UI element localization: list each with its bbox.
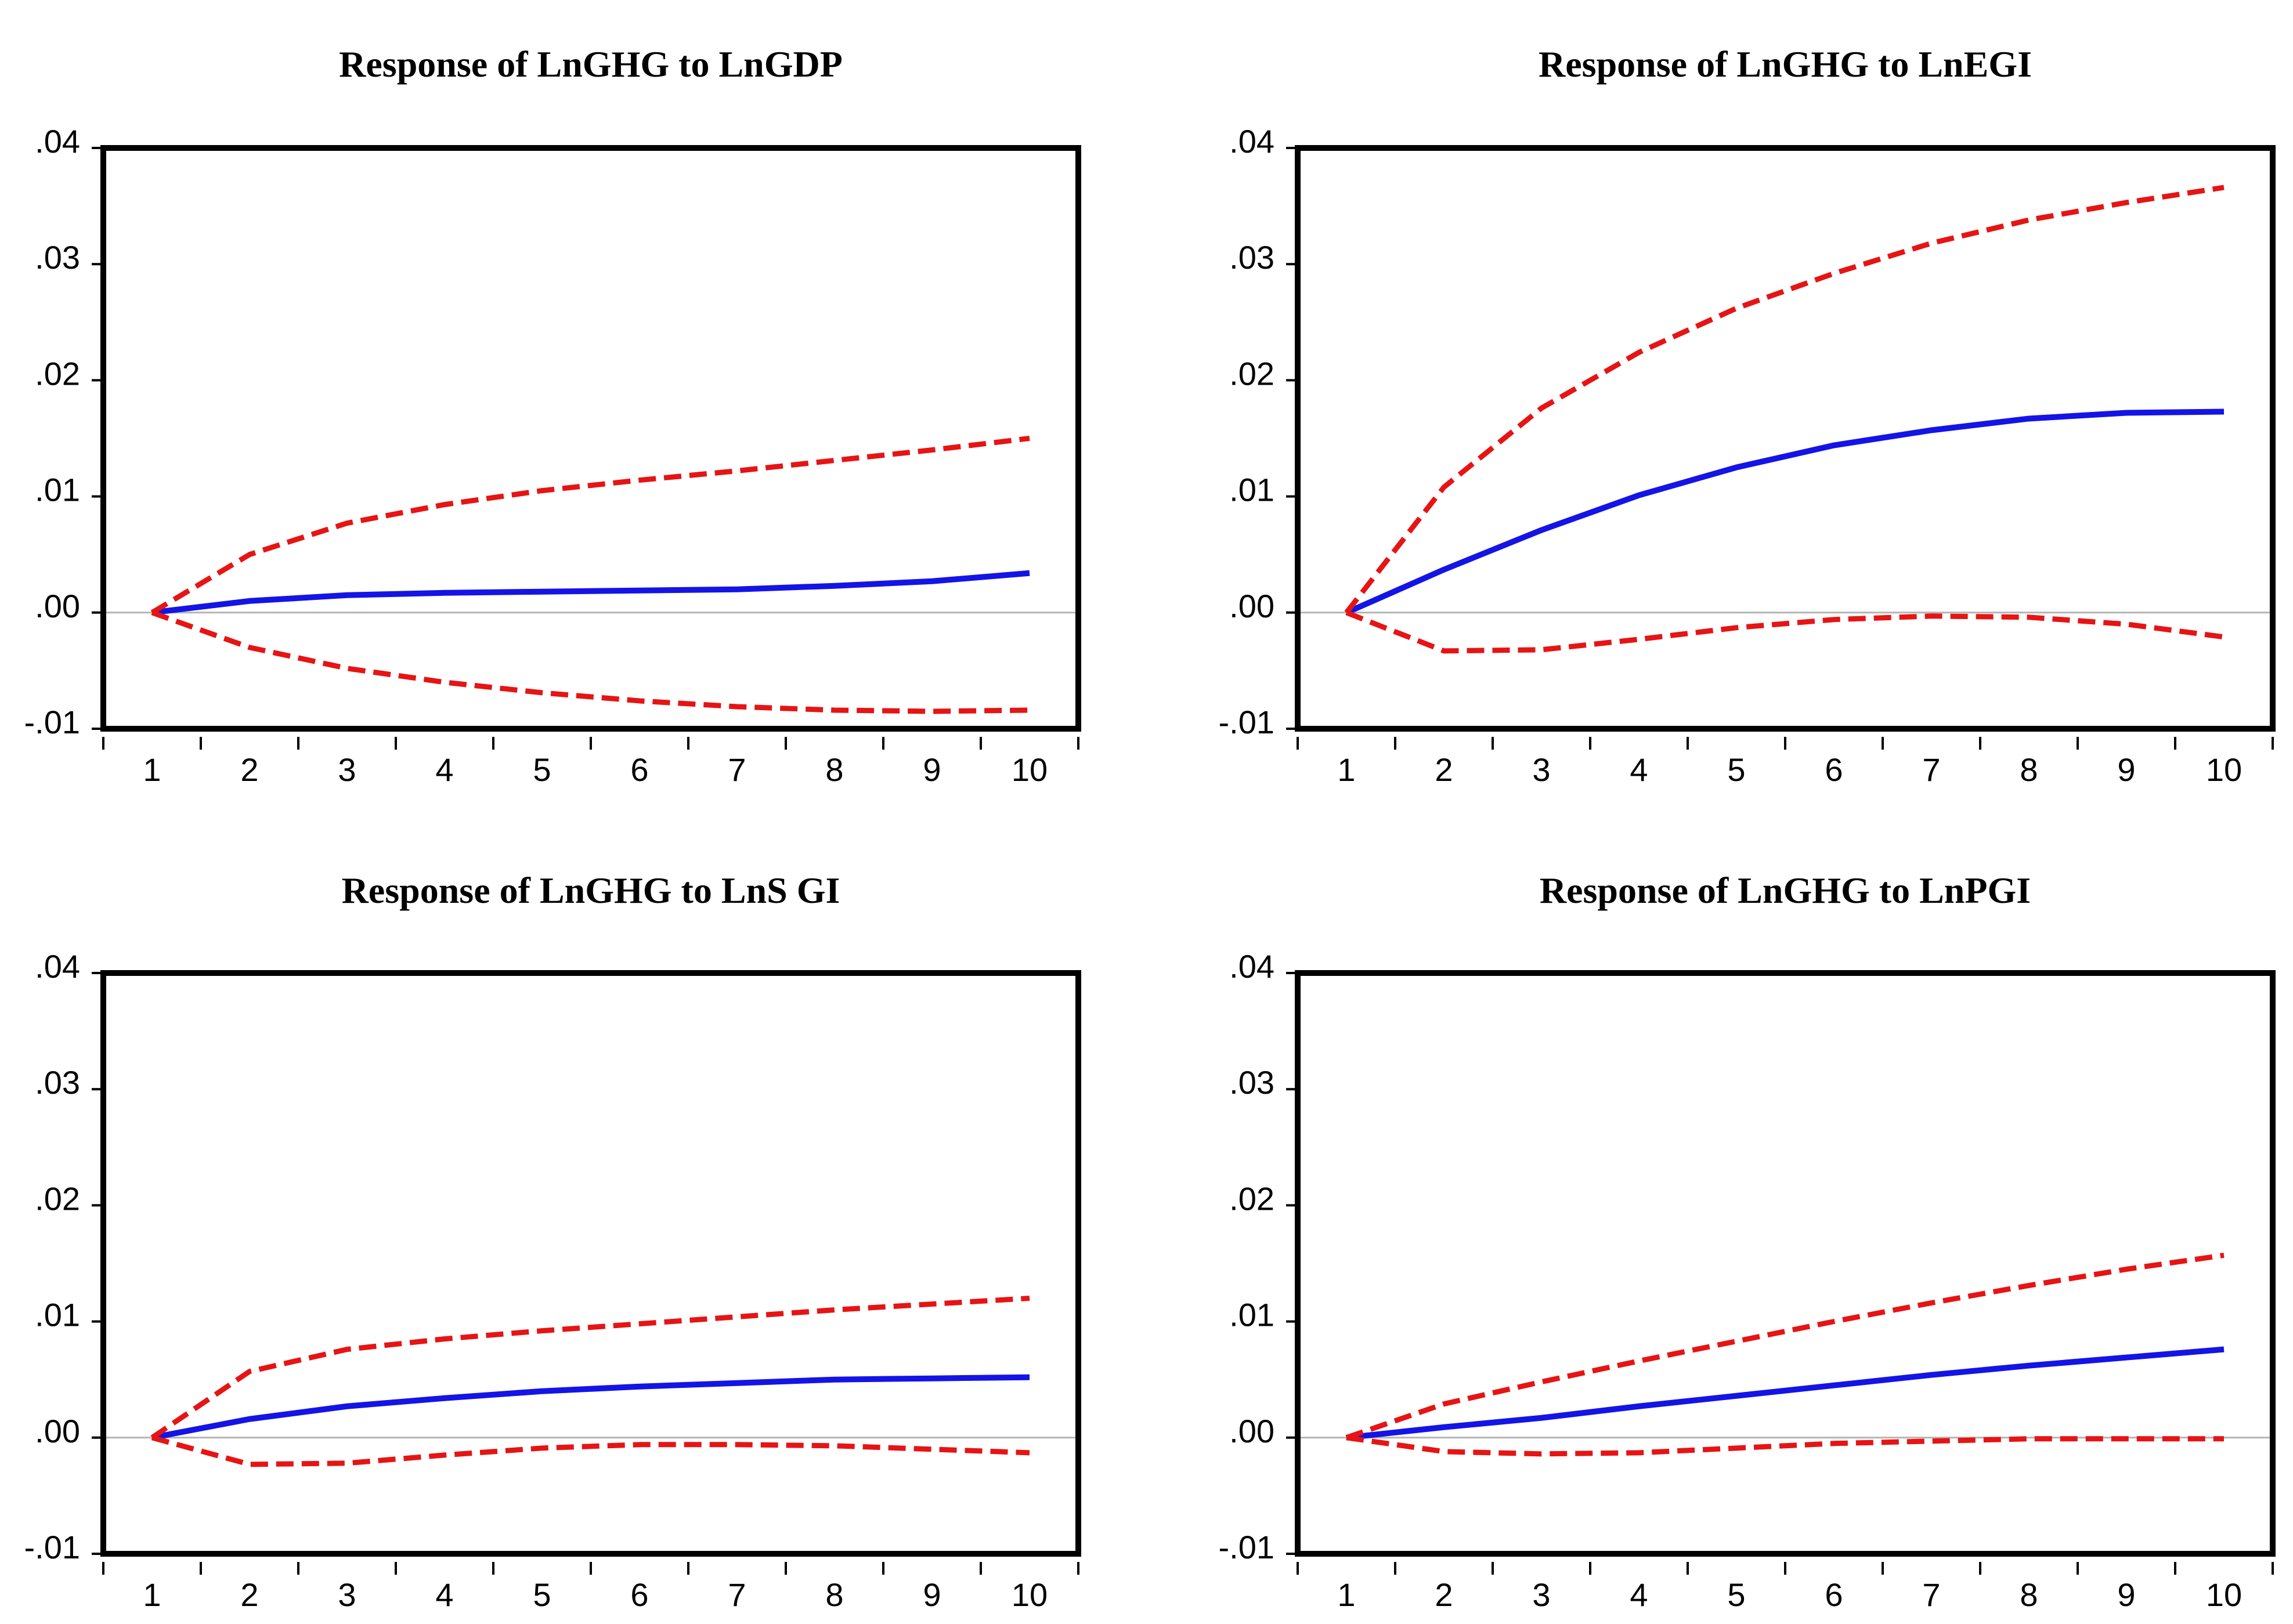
x-tick-label: 8 (2020, 1576, 2038, 1613)
panel-lnegi: Response of LnGHG to LnEGI .04 .03 .02 .01.… (1219, 44, 2276, 788)
x-tick-label: 10 (2206, 1576, 2242, 1613)
lower-band-line (151, 610, 1030, 714)
x-tick-label: 6 (1825, 1576, 1843, 1613)
y-tick-label: .03 (35, 239, 80, 276)
y-tick-label: .01 (35, 1297, 80, 1333)
panel-lngdp: Response of LnGHG to LnGDP .04 .03 .02 .01.… (24, 44, 1081, 788)
y-tick-label: .02 (35, 355, 80, 392)
plot-frame (100, 970, 1081, 1557)
x-tick-label: 4 (435, 1576, 453, 1613)
y-tick-label: .02 (1229, 1180, 1274, 1217)
x-tick-label: 8 (825, 1576, 843, 1613)
y-tick-label: .02 (35, 1180, 80, 1217)
panel-lnpgi: Response of LnGHG to LnPGI .04 .03 .02 .01.… (1219, 870, 2276, 1613)
panel-lnsgi: Response of LnGHG to LnS GI .04 .03 .02 .01… (24, 870, 1081, 1613)
y-tick-label: .03 (1229, 239, 1274, 276)
x-tick-label: 10 (2206, 751, 2242, 788)
x-tick-label: 4 (1630, 1576, 1648, 1613)
x-tick-label: 6 (630, 1576, 648, 1613)
response-line (1345, 408, 2225, 616)
x-tick-label: 10 (1012, 751, 1048, 788)
x-tick-label: 5 (1727, 751, 1745, 788)
panel-title: Response of LnGHG to LnGDP (339, 44, 843, 85)
x-tick-label: 3 (1532, 751, 1550, 788)
upper-band-line (150, 436, 1030, 615)
y-tick-label: -.01 (1219, 1529, 1275, 1565)
x-tick-label: 3 (338, 751, 356, 788)
y-tick-label: .04 (35, 123, 80, 160)
x-tick-label: 6 (630, 751, 648, 788)
x-tick-label: 2 (240, 1576, 258, 1613)
upper-band-line (150, 1296, 1030, 1440)
response-line (151, 1374, 1030, 1441)
x-tick-label: 7 (728, 751, 746, 788)
x-tick-label: 1 (1337, 1576, 1355, 1613)
panel-title: Response of LnGHG to LnPGI (1540, 870, 2031, 911)
x-tick-label: 10 (1012, 1576, 1048, 1613)
y-tick-label: .01 (1229, 472, 1274, 508)
lower-band-line (151, 1435, 1030, 1467)
y-tick-label: .00 (35, 588, 80, 624)
y-tick-label: .04 (35, 948, 80, 985)
x-tick-label: 9 (2117, 751, 2135, 788)
x-tick-label: 2 (1435, 751, 1453, 788)
y-tick-label: -.01 (1219, 704, 1275, 740)
x-tick-label: 1 (1337, 751, 1355, 788)
x-tick-label: 9 (2117, 1576, 2135, 1613)
x-tick-label: 5 (533, 1576, 551, 1613)
lower-band-line (1345, 610, 2225, 654)
x-tick-label: 7 (728, 1576, 746, 1613)
y-tick-label: .00 (1229, 1413, 1274, 1449)
y-tick-label: .04 (1229, 123, 1274, 160)
panel-title: Response of LnGHG to LnEGI (1539, 44, 2032, 85)
y-tick-label: -.01 (24, 1529, 81, 1565)
x-tick-label: 6 (1825, 751, 1843, 788)
x-tick-label: 5 (533, 751, 551, 788)
response-line (1346, 1346, 2225, 1441)
plot-frame (1295, 145, 2276, 732)
x-tick-label: 7 (1922, 1576, 1940, 1613)
plot-frame (100, 145, 1081, 732)
plot-frame (1295, 970, 2276, 1557)
y-tick-label: .01 (35, 472, 80, 508)
y-tick-label: -.01 (24, 704, 81, 740)
x-tick-label: 3 (1532, 1576, 1550, 1613)
x-tick-label: 8 (2020, 751, 2038, 788)
x-tick-label: 5 (1727, 1576, 1745, 1613)
x-tick-label: 1 (143, 751, 161, 788)
x-tick-label: 4 (1630, 751, 1648, 788)
x-tick-label: 1 (143, 1576, 161, 1613)
y-tick-label: .00 (35, 1413, 80, 1449)
y-tick-label: .01 (1229, 1297, 1274, 1333)
y-tick-label: .03 (35, 1064, 80, 1101)
y-tick-label: .02 (1229, 355, 1274, 392)
x-tick-label: 8 (825, 751, 843, 788)
panel-title: Response of LnGHG to LnS GI (342, 870, 840, 911)
upper-band-line (1344, 185, 2225, 614)
x-tick-label: 9 (923, 1576, 941, 1613)
response-line (151, 570, 1030, 616)
x-tick-label: 2 (1435, 1576, 1453, 1613)
x-tick-label: 3 (338, 1576, 356, 1613)
lower-band-line (1346, 1435, 2224, 1457)
x-tick-label: 7 (1922, 751, 1940, 788)
upper-band-line (1345, 1253, 2225, 1441)
x-tick-label: 9 (923, 751, 941, 788)
y-tick-label: .00 (1229, 588, 1274, 624)
x-tick-label: 2 (240, 751, 258, 788)
y-tick-label: .03 (1229, 1064, 1274, 1101)
x-tick-label: 4 (435, 751, 453, 788)
y-tick-label: .04 (1229, 948, 1274, 985)
